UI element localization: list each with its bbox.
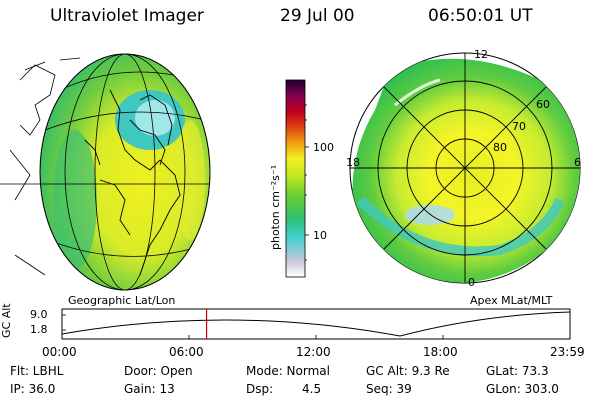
dsp-label: Dsp:: [246, 382, 274, 396]
ip-value: IP: 36.0: [10, 382, 56, 396]
apex-caption: Apex MLat/MLT: [470, 294, 553, 307]
instrument-title: Ultraviolet Imager: [50, 6, 204, 26]
mlat-label-70: 70: [512, 120, 526, 133]
filter-value: Flt: LBHL: [10, 364, 64, 378]
mlat-label-60: 60: [536, 98, 550, 111]
timeline-y-label: GC Alt: [0, 303, 13, 338]
colorbar-tick-100: 100: [313, 141, 334, 154]
geographic-image: [0, 53, 211, 291]
geographic-caption: Geographic Lat/Lon: [68, 294, 176, 307]
observation-time: 06:50:01 UT: [428, 6, 533, 26]
mode-value: Mode: Normal: [246, 364, 330, 378]
observation-date: 29 Jul 00: [280, 6, 355, 26]
timeline-plot: [61, 308, 571, 340]
door-status: Door: Open: [124, 364, 193, 378]
glat-value: GLat: 73.3: [486, 364, 549, 378]
polar-image: [349, 52, 581, 284]
timeline-y-tick-9: 9.0: [30, 308, 48, 321]
dsp-value: 4.5: [302, 382, 322, 396]
timeline-x-tick-1200: 12:00: [296, 345, 331, 359]
mlt-label-6: 6: [574, 156, 581, 169]
timeline-x-tick-2359: 23:59: [550, 345, 585, 359]
mlt-label-18: 18: [346, 156, 360, 169]
mlt-label-12: 12: [474, 48, 488, 61]
timeline-y-tick-1-8: 1.8: [30, 323, 48, 336]
mlat-label-80: 80: [493, 141, 507, 154]
colorbar-tick-10: 10: [313, 229, 327, 242]
glon-value: GLon: 303.0: [486, 382, 559, 396]
timeline-x-tick-0000: 00:00: [42, 345, 77, 359]
colorbar-unit-label: photon cm⁻²s⁻¹: [269, 164, 282, 250]
timeline-x-tick-1800: 18:00: [423, 345, 458, 359]
gc-alt-value: GC Alt: 9.3 Re: [366, 364, 450, 378]
gain-value: Gain: 13: [124, 382, 175, 396]
colorbar: [285, 79, 309, 278]
sequence-value: Seq: 39: [366, 382, 412, 396]
mlt-label-0: 0: [468, 276, 475, 289]
timeline-x-tick-0600: 06:00: [169, 345, 204, 359]
